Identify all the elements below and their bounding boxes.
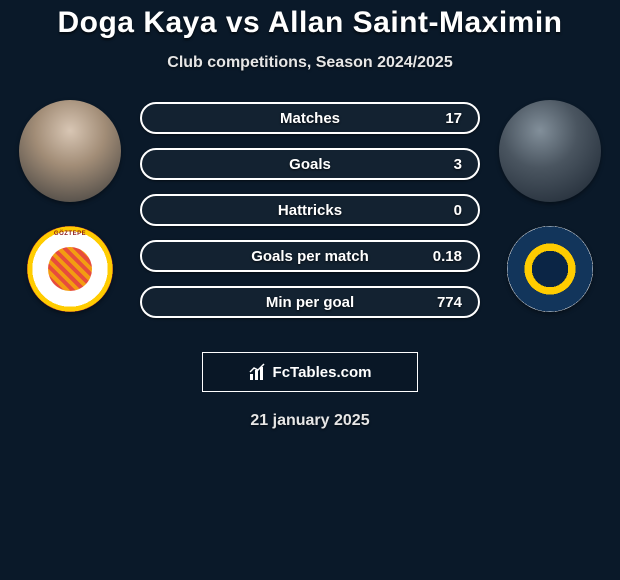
stats-column: Matches 17 Goals 3 Hattricks 0 Goals per… (130, 100, 490, 318)
brand-text: FcTables.com (273, 364, 372, 381)
club-logo-right-inner (538, 257, 562, 281)
brand-badge[interactable]: FcTables.com (202, 352, 418, 392)
stat-label: Goals per match (251, 248, 369, 265)
stat-label: Goals (289, 156, 331, 173)
right-column (490, 100, 610, 312)
main-row: GÖZTEPE Matches 17 Goals 3 Hattricks 0 G… (0, 100, 620, 330)
stat-row-goals: Goals 3 (140, 148, 480, 180)
stat-value: 17 (445, 110, 462, 127)
left-column: GÖZTEPE (10, 100, 130, 312)
stat-row-min-per-goal: Min per goal 774 (140, 286, 480, 318)
stat-row-matches: Matches 17 (140, 102, 480, 134)
stat-value: 3 (454, 156, 462, 173)
stat-label: Hattricks (278, 202, 342, 219)
club-logo-left: GÖZTEPE (27, 226, 113, 312)
chart-icon (249, 363, 267, 381)
player-avatar-right (499, 100, 601, 202)
stat-row-hattricks: Hattricks 0 (140, 194, 480, 226)
club-left-label: GÖZTEPE (54, 231, 86, 237)
player-avatar-left (19, 100, 121, 202)
stat-value: 774 (437, 294, 462, 311)
club-logo-left-inner: GÖZTEPE (48, 247, 92, 291)
page-title: Doga Kaya vs Allan Saint-Maximin (0, 6, 620, 40)
stat-value: 0.18 (433, 248, 462, 265)
stat-label: Matches (280, 110, 340, 127)
stat-label: Min per goal (266, 294, 354, 311)
stat-row-goals-per-match: Goals per match 0.18 (140, 240, 480, 272)
stat-value: 0 (454, 202, 462, 219)
club-logo-right (507, 226, 593, 312)
comparison-card: Doga Kaya vs Allan Saint-Maximin Club co… (0, 0, 620, 430)
date-label: 21 january 2025 (0, 412, 620, 430)
subtitle: Club competitions, Season 2024/2025 (0, 54, 620, 72)
